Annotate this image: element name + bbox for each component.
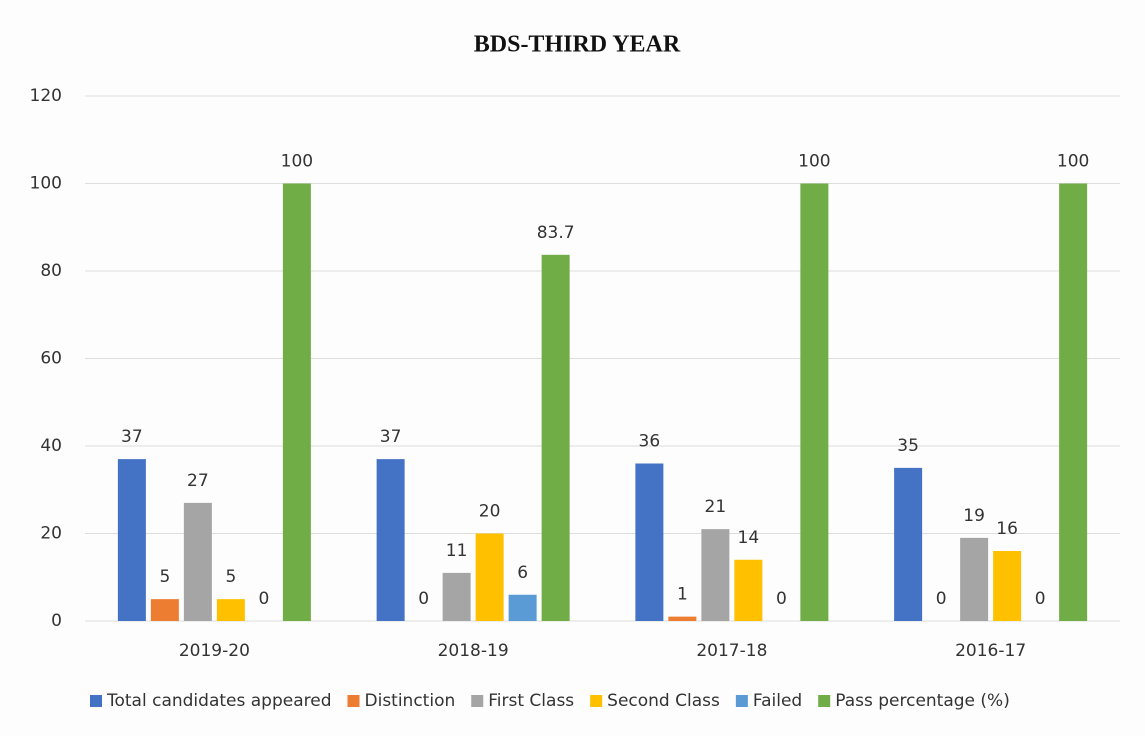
- legend-swatch: [471, 695, 484, 707]
- data-label: 0: [418, 589, 429, 609]
- bar: [635, 463, 664, 621]
- x-tick-label: 2018-19: [438, 641, 509, 661]
- data-label: 11: [446, 541, 468, 561]
- y-tick-label: 100: [30, 174, 62, 194]
- bar: [800, 183, 829, 621]
- data-label: 19: [963, 506, 985, 526]
- data-label: 0: [1035, 589, 1046, 609]
- y-tick-label: 80: [40, 261, 62, 281]
- data-label: 35: [897, 436, 919, 456]
- x-tick-label: 2019-20: [179, 641, 250, 661]
- bar: [475, 533, 504, 621]
- data-label: 21: [705, 497, 727, 517]
- legend-swatch: [347, 695, 360, 707]
- data-label: 27: [187, 471, 209, 491]
- data-label: 100: [798, 152, 830, 172]
- data-label: 6: [517, 563, 528, 583]
- bar: [960, 537, 989, 621]
- legend-label: Second Class: [607, 691, 720, 711]
- y-tick-label: 120: [30, 86, 62, 106]
- y-tick-label: 0: [51, 611, 62, 631]
- bar: [508, 594, 537, 621]
- data-label: 83.7: [537, 223, 575, 243]
- data-label: 5: [159, 567, 170, 587]
- y-tick-label: 60: [40, 349, 62, 369]
- bar: [701, 529, 730, 621]
- chart-title: BDS-THIRD YEAR: [474, 32, 681, 58]
- bar: [183, 502, 212, 621]
- data-label: 0: [936, 589, 947, 609]
- bar: [668, 616, 697, 621]
- x-tick-label: 2016-17: [955, 641, 1026, 661]
- data-label: 1: [677, 585, 688, 605]
- bar: [541, 254, 570, 621]
- legend-label: First Class: [488, 691, 574, 711]
- legend-swatch: [90, 695, 102, 707]
- bar: [442, 572, 471, 621]
- data-label: 14: [738, 528, 760, 548]
- legend-label: Pass percentage (%): [835, 691, 1010, 711]
- data-label: 16: [996, 519, 1018, 539]
- bar: [216, 599, 245, 621]
- y-tick-label: 20: [40, 524, 62, 544]
- data-label: 0: [258, 589, 269, 609]
- legend-swatch: [590, 695, 603, 707]
- bar: [117, 459, 146, 621]
- legend-label: Distinction: [365, 691, 456, 711]
- x-tick-label: 2017-18: [696, 641, 767, 661]
- y-tick-label: 40: [40, 436, 62, 456]
- data-label: 20: [479, 502, 501, 522]
- data-label: 0: [776, 589, 787, 609]
- legend-swatch: [735, 695, 748, 707]
- bar: [376, 459, 405, 621]
- legend-label: Total candidates appeared: [106, 691, 332, 711]
- data-label: 37: [121, 427, 143, 447]
- data-label: 5: [225, 567, 236, 587]
- bar: [734, 559, 763, 621]
- data-label: 100: [281, 152, 313, 172]
- bar: [894, 467, 923, 621]
- legend-swatch: [818, 695, 831, 707]
- data-label: 100: [1057, 152, 1089, 172]
- bar: [282, 183, 311, 621]
- data-label: 37: [380, 427, 402, 447]
- legend-label: Failed: [753, 691, 802, 711]
- bar: [150, 599, 179, 621]
- data-label: 36: [639, 432, 661, 452]
- bar: [1059, 183, 1088, 621]
- bar: [993, 551, 1022, 621]
